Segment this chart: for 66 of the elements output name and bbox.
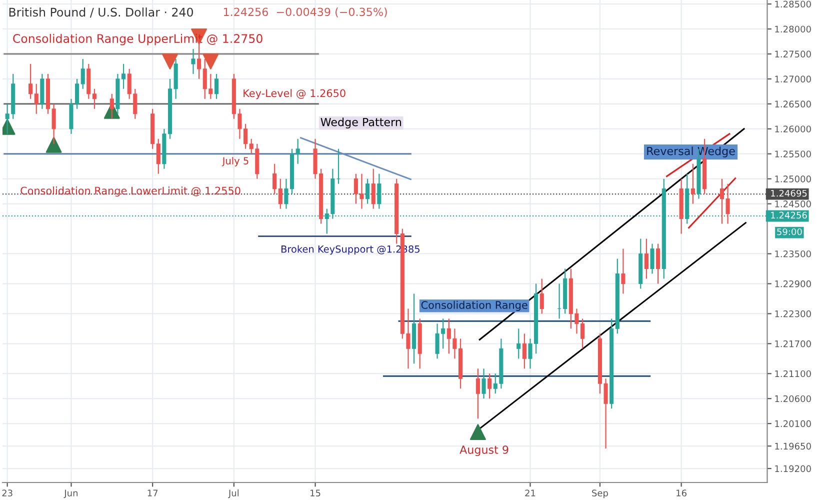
candlestick: [650, 243, 654, 274]
x-tick-label: 17: [148, 490, 158, 496]
candlestick: [644, 238, 648, 280]
candlestick: [690, 163, 695, 204]
point: [162, 53, 178, 70]
y-tick-label: 1.20100: [775, 420, 811, 428]
y-tick-label: 1.19200: [775, 465, 811, 472]
ref-line-label: 1.24695: [771, 190, 807, 197]
text: British Pound / U.S. Dollar · 240: [9, 8, 193, 18]
x-tick-label: 21: [525, 490, 536, 496]
candlestick: [377, 173, 382, 210]
text: 59:00: [777, 228, 802, 236]
annotation: Key-Level @ 1.2650: [244, 89, 346, 100]
y-tick-label: 1.21100: [775, 370, 811, 378]
y-tick-label: 1.25500: [775, 150, 811, 158]
candlestick: [34, 83, 38, 114]
y-tick-label: 1.22300: [775, 310, 811, 318]
x-tick-label: 15: [310, 490, 320, 496]
candlestick: [110, 93, 114, 120]
candlestick: [522, 333, 526, 370]
annotation: August 9: [460, 445, 508, 456]
y-tick-label: 1.27500: [775, 50, 811, 58]
candlestick: [621, 248, 626, 294]
y-tick-label: 1.19650: [775, 442, 811, 450]
candlestick: [476, 368, 480, 420]
y-tick-label: 1.27000: [775, 76, 811, 82]
y-tick-label: 1.28500: [775, 0, 811, 8]
candlestick: [482, 368, 486, 400]
ref-line-label: 1.24256: [771, 212, 807, 219]
y-tick-label: 1.22900: [775, 280, 811, 288]
candlestick: [80, 58, 85, 90]
candlestick: [92, 88, 96, 110]
candlestick: [540, 278, 544, 314]
y-tick-label: 1.26500: [775, 100, 811, 108]
candlestick: [656, 243, 660, 284]
candlestick: [516, 328, 521, 360]
y-tick-label: 1.24500: [775, 200, 811, 208]
text: 1.24256 −0.00439 (−0.35%): [224, 8, 387, 18]
y-tick-label: 1.20600: [775, 395, 811, 402]
candlestick: [191, 48, 196, 74]
candlestick: [272, 163, 277, 194]
candlestick: [366, 178, 370, 204]
annotation: Consolidation Range LowerLimit @ 1.2550: [20, 186, 240, 197]
x-tick-label: 23: [2, 490, 12, 496]
candlestick: [371, 168, 376, 210]
candlestick: [156, 138, 160, 174]
y-tick-label: 1.25000: [775, 176, 811, 182]
y-tick-label: 1.23500: [775, 250, 811, 258]
candlestick: [278, 178, 282, 210]
annotation: Wedge Pattern: [320, 118, 402, 128]
y-tick-label: 1.28000: [775, 26, 811, 33]
x-tick-label: Sep: [592, 490, 608, 498]
y-tick-label: 1.26000: [775, 126, 811, 132]
candlestick: [488, 373, 492, 400]
point: [202, 53, 219, 70]
annotation: July 5: [222, 156, 248, 166]
x-tick-label: 16: [676, 490, 686, 496]
y-tick-label: 1.21700: [775, 340, 811, 348]
point: [470, 424, 486, 440]
x-tick-label: Jun: [64, 490, 78, 498]
x-tick-label: Jul: [228, 489, 239, 498]
candlestick: [296, 138, 300, 164]
candlestick: [214, 73, 219, 100]
candlestick: [28, 63, 33, 100]
annotation: Consolidation Range: [421, 300, 528, 311]
point: [46, 136, 62, 153]
